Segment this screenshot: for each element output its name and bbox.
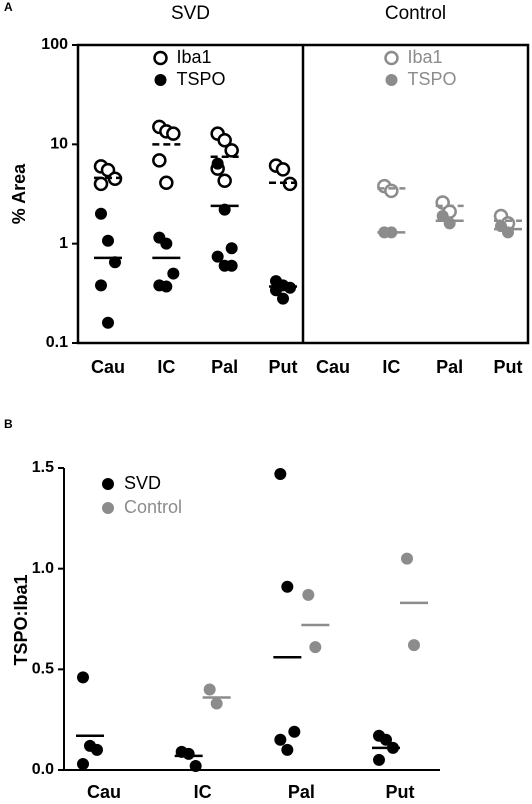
data-point: [277, 292, 289, 305]
data-point: [189, 759, 202, 772]
y-tick-label: 1.5: [32, 459, 54, 476]
y-tick-label: 1.0: [32, 560, 54, 577]
y-tick-label: 100: [41, 36, 68, 53]
legend-label: Iba1: [408, 47, 443, 67]
legend-marker: [153, 50, 168, 66]
data-point: [384, 183, 399, 199]
data-point: [274, 733, 287, 746]
data-point: [275, 162, 291, 177]
data-point: [77, 671, 89, 684]
data-point: [443, 217, 456, 230]
legend-label: SVD: [124, 473, 161, 493]
data-point: [109, 256, 121, 269]
x-tick-label: Put: [494, 357, 523, 377]
data-point: [160, 280, 173, 293]
data-point: [281, 580, 294, 593]
data-point: [281, 743, 294, 756]
panel-label: A: [4, 0, 13, 14]
legend-marker: [385, 74, 398, 86]
data-point: [93, 176, 109, 192]
y-tick-label: 10: [50, 136, 68, 153]
x-tick-label: Cau: [316, 357, 350, 377]
x-tick-label: IC: [194, 782, 212, 802]
data-point: [380, 733, 392, 746]
y-tick-label: 0.5: [32, 661, 54, 678]
legend-marker: [154, 74, 167, 86]
data-point: [95, 279, 107, 292]
data-point: [373, 753, 385, 766]
data-point: [217, 132, 232, 148]
x-tick-label: Put: [269, 357, 298, 377]
data-point: [102, 234, 114, 247]
data-point: [211, 250, 224, 263]
y-tick-label: 0.1: [46, 334, 68, 351]
x-tick-label: Pal: [436, 357, 463, 377]
legend-label: Iba1: [177, 47, 212, 67]
legend-label: Control: [124, 497, 182, 517]
x-tick-label: IC: [382, 357, 400, 377]
legend-label: TSPO: [177, 69, 226, 89]
x-tick-label: IC: [157, 357, 175, 377]
data-point: [211, 157, 224, 170]
y-axis-label: TSPO:Iba1: [11, 574, 31, 665]
data-point: [302, 588, 315, 601]
data-point: [160, 237, 173, 250]
data-point: [309, 641, 322, 654]
panel-label: B: [4, 417, 13, 431]
legend-marker: [384, 50, 399, 66]
group-title: Control: [385, 3, 446, 24]
data-point: [288, 725, 301, 738]
data-point: [182, 747, 195, 760]
x-tick-label: Pal: [288, 782, 315, 802]
data-point: [225, 259, 238, 272]
legend-marker: [102, 478, 114, 490]
data-point: [225, 242, 238, 255]
data-point: [152, 153, 167, 168]
x-tick-label: Pal: [211, 357, 238, 377]
legend-marker: [102, 502, 114, 514]
data-point: [217, 173, 232, 188]
data-point: [210, 697, 223, 710]
data-point: [203, 683, 216, 696]
data-point: [102, 316, 114, 329]
y-axis-label: % Area: [9, 163, 29, 224]
data-point: [159, 175, 174, 191]
y-tick-label: 1: [59, 235, 68, 252]
legend-label: TSPO: [408, 69, 457, 89]
data-point: [166, 126, 181, 141]
data-point: [401, 552, 413, 565]
x-tick-label: Put: [386, 782, 415, 802]
data-point: [224, 143, 239, 158]
data-point: [274, 468, 287, 481]
x-tick-label: Cau: [87, 782, 121, 802]
data-point: [95, 207, 107, 220]
x-tick-label: Cau: [91, 357, 125, 377]
data-point: [91, 743, 103, 756]
group-title: SVD: [171, 3, 210, 24]
data-point: [408, 639, 420, 652]
data-point: [77, 757, 89, 770]
data-point: [167, 267, 180, 280]
y-tick-label: 0.0: [32, 761, 54, 778]
